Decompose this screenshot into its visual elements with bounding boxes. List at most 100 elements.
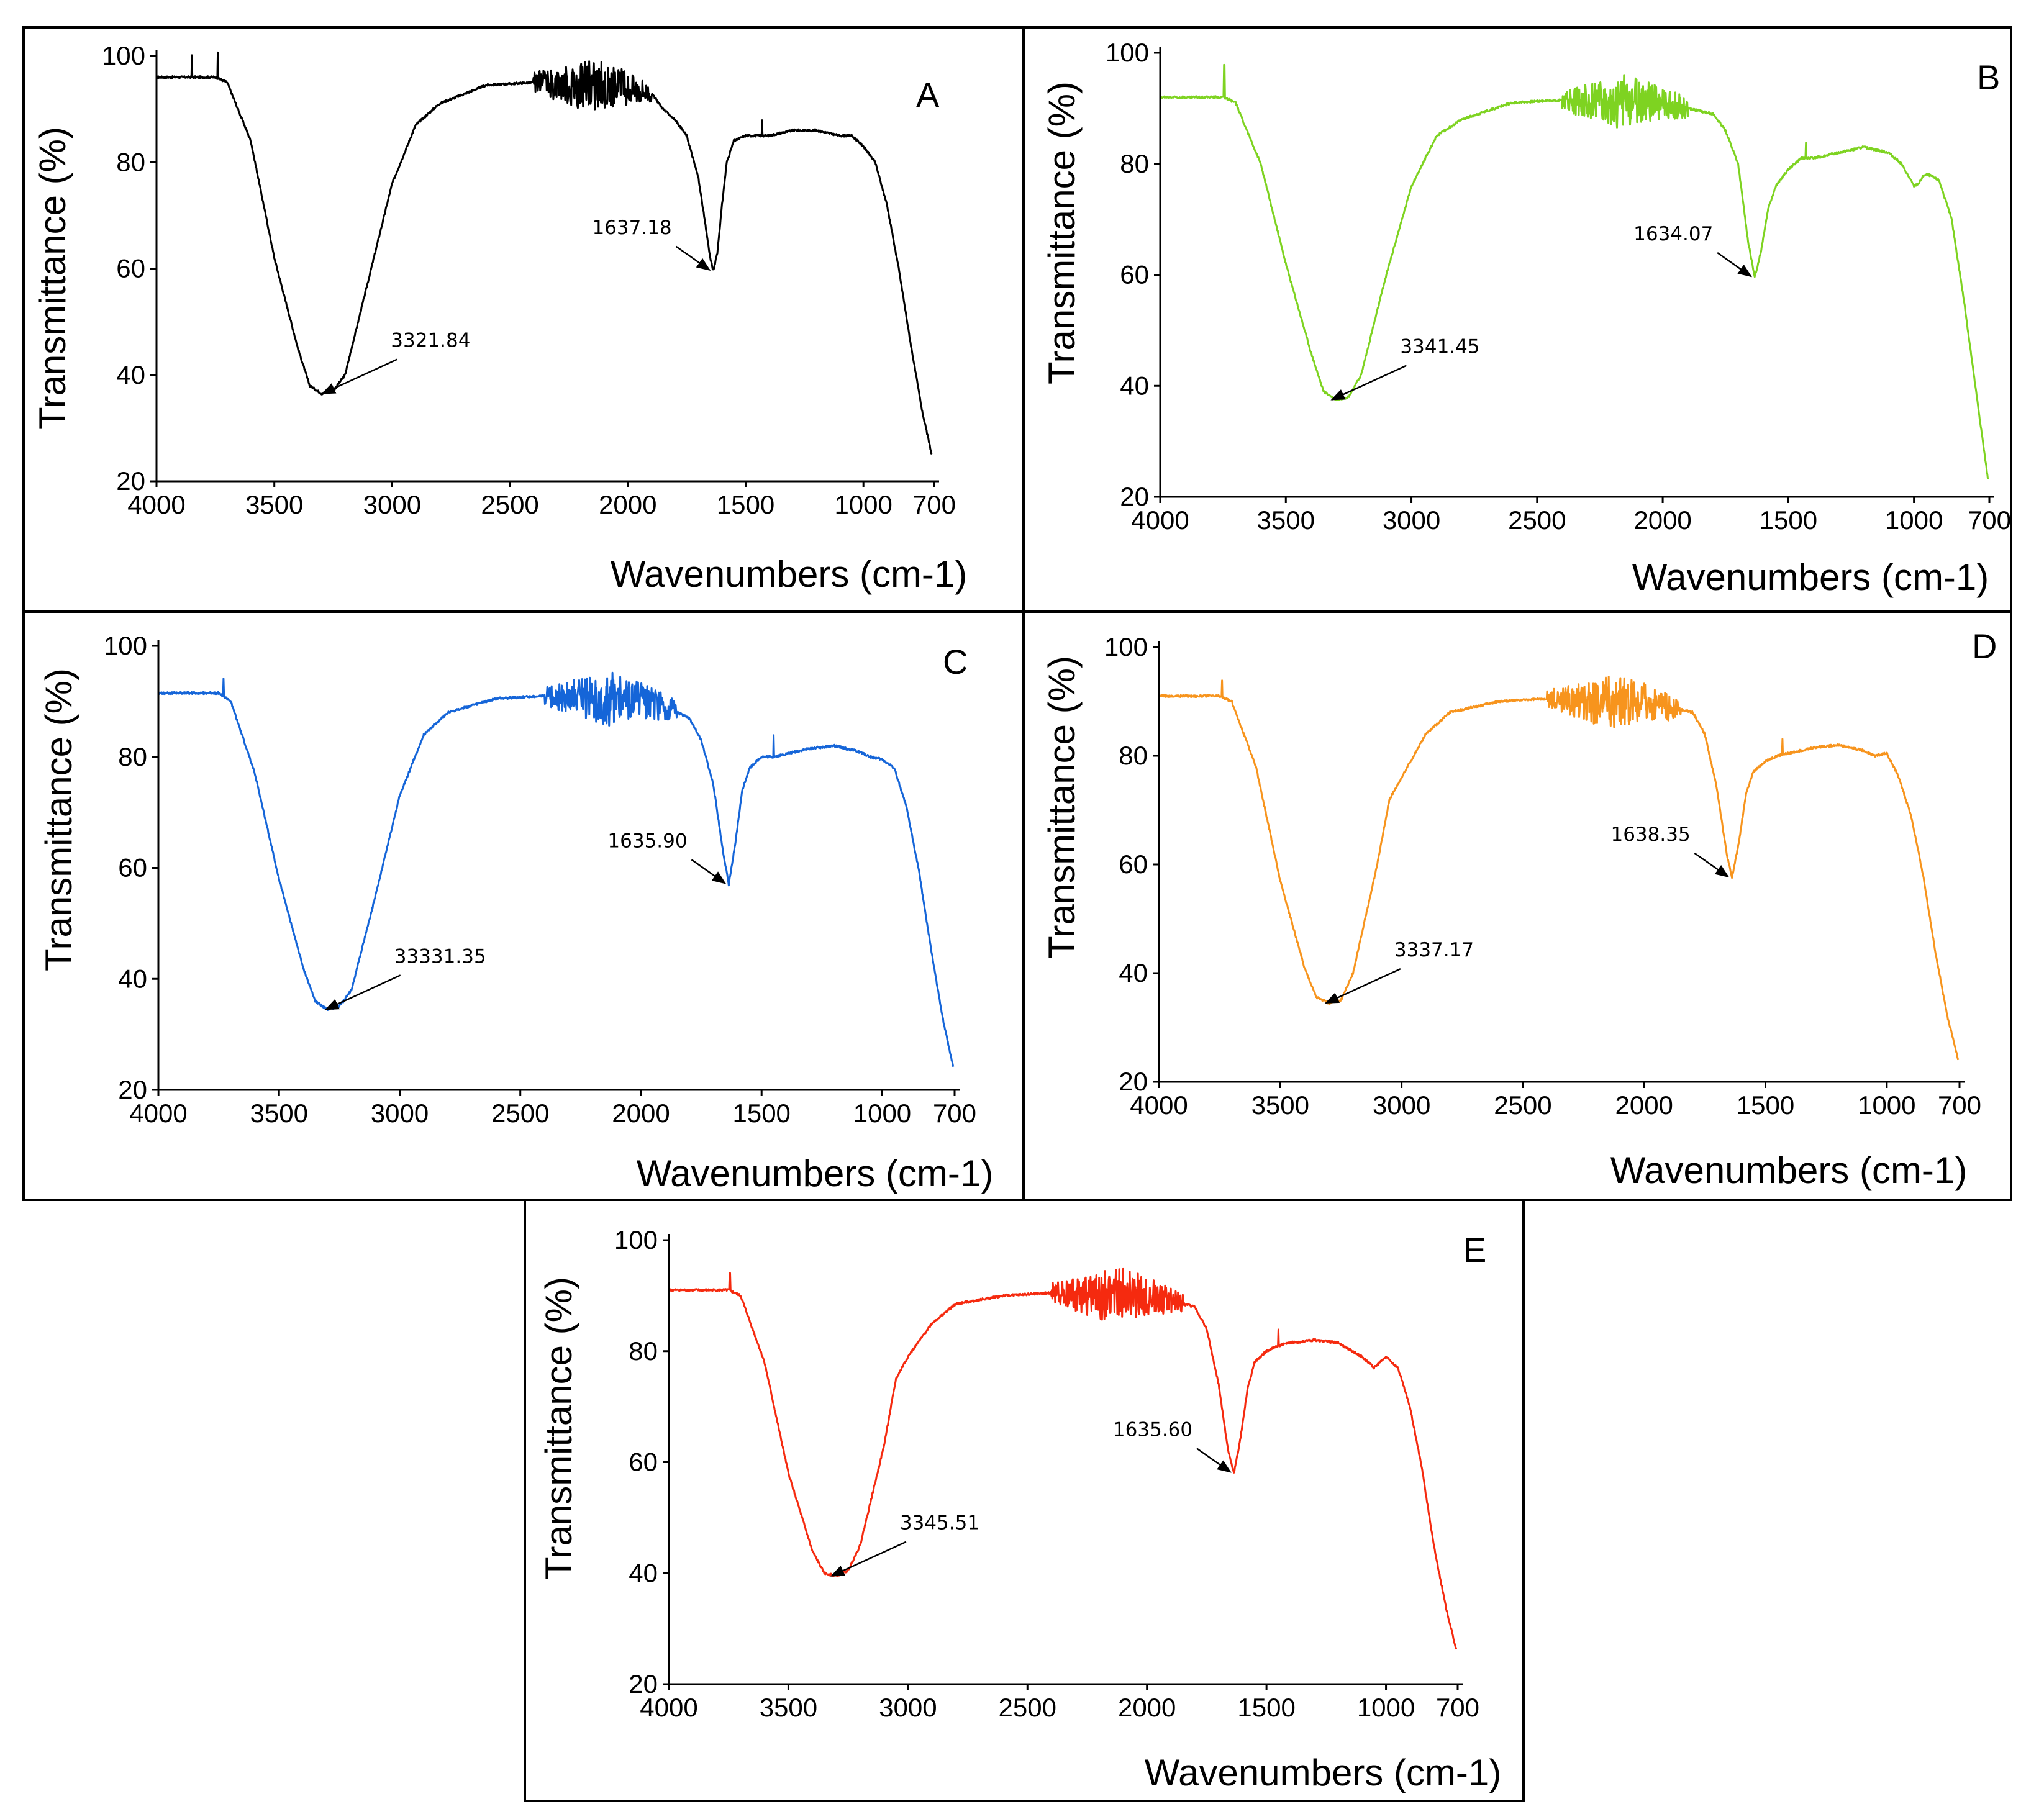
peak-annotation: 1637.18 xyxy=(592,217,671,239)
spectrum-line-b xyxy=(1160,63,1989,479)
x-tick-label: 1000 xyxy=(834,490,892,519)
y-axis-title-d: Transmittance (%) xyxy=(1041,656,1083,959)
x-tick-label: 4000 xyxy=(127,490,185,519)
y-tick-label: 80 xyxy=(1119,741,1148,770)
x-tick-label: 2500 xyxy=(999,1693,1056,1722)
panel-b: 20 40 60 80 100 4000 3500 3000 2500 2000 1500 1000 7… xyxy=(1041,38,2011,598)
panel-frame-e xyxy=(524,1199,1525,1802)
peak-annotation: 3321.84 xyxy=(391,330,470,352)
x-tick-label: 2500 xyxy=(481,490,538,519)
x-tick-label: 4000 xyxy=(640,1693,697,1722)
x-tick-label: 3500 xyxy=(760,1693,817,1722)
panel-letter-c: C xyxy=(943,642,968,681)
peak-annotation: 1635.60 xyxy=(1113,1418,1192,1441)
panel-letter-d: D xyxy=(1972,627,1997,666)
x-axis-title-a: Wavenumbers (cm-1) xyxy=(611,553,968,595)
x-tick-label: 1000 xyxy=(1885,506,1943,535)
x-tick-label: 1000 xyxy=(853,1099,911,1128)
y-tick-label: 60 xyxy=(118,853,147,882)
spectrum-line-e xyxy=(668,1267,1458,1650)
x-tick-label: 4000 xyxy=(129,1099,187,1128)
annotation-arrow xyxy=(830,1541,907,1577)
peak-annotation: 1635.90 xyxy=(607,830,687,852)
y-tick-label: 80 xyxy=(118,742,147,771)
y-tick-label: 60 xyxy=(1120,260,1149,289)
x-tick-label: 3000 xyxy=(879,1693,937,1722)
y-tick-label: 40 xyxy=(1119,958,1148,987)
panel-letter-b: B xyxy=(1977,58,2000,97)
y-tick-label: 20 xyxy=(1119,1067,1148,1096)
spectrum-line-c xyxy=(158,671,955,1067)
x-tick-label: 1500 xyxy=(1737,1090,1794,1120)
annotation-arrow xyxy=(675,245,711,271)
y-tick-label: 20 xyxy=(118,1075,147,1104)
x-tick-label: 3000 xyxy=(1373,1090,1430,1120)
y-axis-title-c: Transmittance (%) xyxy=(38,668,79,971)
y-axis-title-a: Transmittance (%) xyxy=(32,127,73,430)
y-tick-label: 80 xyxy=(116,147,145,176)
x-tick-label: 1500 xyxy=(1237,1693,1295,1722)
y-tick-label: 80 xyxy=(1120,149,1149,178)
panel-c: 20 40 60 80 100 4000 3500 3000 2500 2000 1500 1000 7… xyxy=(38,631,993,1194)
x-tick-label: 4000 xyxy=(1131,506,1189,535)
x-tick-label: 700 xyxy=(933,1099,976,1128)
y-tick-label: 100 xyxy=(614,1225,658,1254)
y-axis-title-b: Transmittance (%) xyxy=(1041,81,1083,384)
annotation-arrow xyxy=(1694,852,1730,878)
peak-annotation: 33331.35 xyxy=(394,945,486,968)
peak-annotation: 3345.51 xyxy=(900,1512,979,1535)
panel-frame-top xyxy=(22,26,2012,1201)
x-tick-label: 1000 xyxy=(1357,1693,1415,1722)
x-tick-label: 2500 xyxy=(1508,506,1566,535)
y-tick-label: 100 xyxy=(104,631,147,660)
x-tick-label: 3000 xyxy=(1383,506,1440,535)
x-tick-label: 2000 xyxy=(1615,1090,1673,1120)
x-tick-label: 700 xyxy=(1968,506,2011,535)
y-tick-label: 60 xyxy=(629,1448,658,1477)
y-tick-label: 20 xyxy=(1120,482,1149,511)
x-tick-label: 2000 xyxy=(1118,1693,1176,1722)
spectrum-line-a xyxy=(156,51,933,455)
panel-letter-e: E xyxy=(1463,1230,1486,1269)
annotation-arrow xyxy=(1196,1448,1232,1473)
panel-e: 20 40 60 80 100 4000 3500 3000 2500 2000 1500 1000 7… xyxy=(538,1225,1501,1793)
x-tick-label: 2000 xyxy=(612,1099,670,1128)
y-tick-label: 40 xyxy=(118,964,147,993)
peak-annotation: 1634.07 xyxy=(1633,223,1713,245)
annotation-arrow xyxy=(691,859,727,884)
x-tick-label: 1000 xyxy=(1858,1090,1915,1120)
x-tick-label: 3500 xyxy=(1257,506,1315,535)
annotation-arrow xyxy=(1717,252,1752,278)
x-tick-label: 3500 xyxy=(250,1099,308,1128)
y-axis-title-e: Transmittance (%) xyxy=(538,1277,579,1580)
y-tick-label: 60 xyxy=(116,254,145,283)
peak-annotation: 3337.17 xyxy=(1394,939,1474,961)
x-tick-label: 700 xyxy=(1436,1693,1479,1722)
annotation-arrow xyxy=(324,974,401,1010)
x-tick-label: 2500 xyxy=(491,1099,549,1128)
x-tick-label: 3500 xyxy=(1251,1090,1309,1120)
x-tick-label: 3000 xyxy=(371,1099,429,1128)
y-tick-label: 100 xyxy=(1104,632,1148,661)
x-axis-title-d: Wavenumbers (cm-1) xyxy=(1610,1149,1968,1191)
panel-letter-a: A xyxy=(916,75,940,114)
x-axis-title-c: Wavenumbers (cm-1) xyxy=(637,1153,994,1194)
annotation-arrow xyxy=(1324,968,1401,1004)
x-tick-label: 4000 xyxy=(1130,1090,1188,1120)
x-tick-label: 2000 xyxy=(599,490,656,519)
y-tick-label: 60 xyxy=(1119,850,1148,879)
x-axis-title-b: Wavenumbers (cm-1) xyxy=(1632,556,1989,598)
y-tick-label: 20 xyxy=(629,1669,658,1698)
x-tick-label: 3000 xyxy=(363,490,421,519)
x-tick-label: 2500 xyxy=(1494,1090,1551,1120)
annotation-arrow xyxy=(321,358,397,394)
panel-d: 20 40 60 80 100 4000 3500 3000 2500 2000 1500 1000 7… xyxy=(1041,627,1997,1191)
peak-annotation: 3341.45 xyxy=(1400,336,1479,358)
x-tick-label: 700 xyxy=(912,490,956,519)
x-tick-label: 1500 xyxy=(1760,506,1817,535)
y-tick-label: 100 xyxy=(1106,38,1149,67)
x-tick-label: 3500 xyxy=(245,490,303,519)
panel-a: 20 40 60 80 100 4000 3500 3000 2500 2000 1500 1000 7… xyxy=(32,41,967,595)
y-tick-label: 40 xyxy=(629,1558,658,1587)
